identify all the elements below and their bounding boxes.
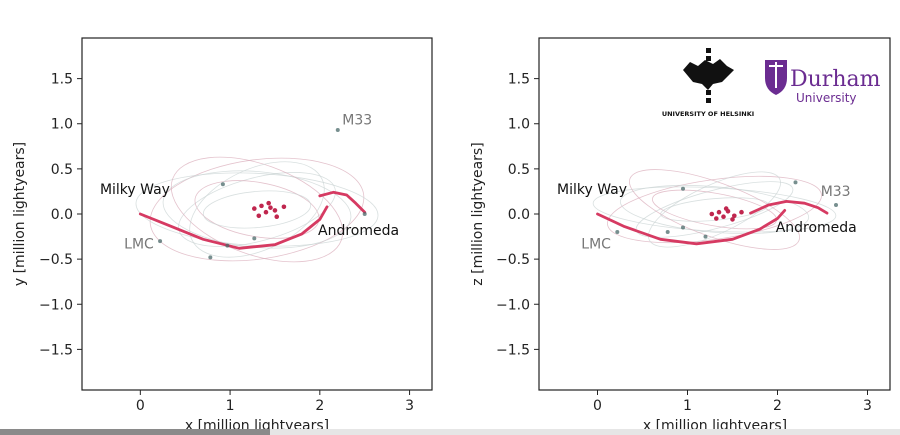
satellite-point <box>681 186 685 191</box>
galaxy-point <box>263 209 269 215</box>
galaxy-point <box>730 217 735 222</box>
faint-trajectory <box>202 190 312 229</box>
faint-trajectory <box>648 171 781 248</box>
faint-trajectory <box>189 161 325 258</box>
faint-trajectory <box>592 186 837 233</box>
helsinki-logo-text: UNIVERSITY OF HELSINKI <box>662 110 754 118</box>
y-tick-label: 1.0 <box>508 117 530 133</box>
y-tick-label: 0.0 <box>508 207 530 223</box>
faint-trajectory <box>170 156 344 263</box>
galaxy-point <box>716 209 722 215</box>
annotation-label: Andromeda <box>318 223 399 239</box>
trajectory-line <box>138 205 329 250</box>
galaxy-point <box>274 214 280 220</box>
y-tick-label: 1.5 <box>51 72 73 88</box>
annotation-label: LMC <box>124 236 154 252</box>
satellite-point <box>834 202 838 207</box>
y-tick-label: −0.5 <box>496 252 530 268</box>
video-progress-fill <box>0 429 270 435</box>
x-tick-label: 1 <box>226 398 235 414</box>
y-tick-label: 1.5 <box>508 72 530 88</box>
annotation-label: Milky Way <box>557 182 627 198</box>
satellite-point <box>703 234 708 239</box>
satellite-point <box>208 255 213 260</box>
x-tick-label: 3 <box>405 398 414 414</box>
y-tick-label: −1.5 <box>39 342 73 358</box>
axes-frame-left <box>81 37 433 391</box>
annotation-label: Andromeda <box>776 220 857 236</box>
galaxy-point <box>256 213 262 219</box>
satellite-point <box>665 230 670 235</box>
y-tick-label: −1.5 <box>496 342 530 358</box>
y-tick-label: −1.0 <box>39 297 73 313</box>
axes-frame-right <box>538 37 891 391</box>
annotation-label: LMC <box>581 236 611 252</box>
satellite-point <box>335 128 340 133</box>
durham-university-logo: Durham University <box>765 60 881 105</box>
y-tick-label: 0.5 <box>508 162 530 178</box>
galaxy-point <box>266 200 271 206</box>
galaxy-point <box>268 205 273 210</box>
x-tick-label: 2 <box>773 398 782 414</box>
galaxy-point <box>739 209 744 215</box>
y-axis-label-right: z [million lightyears] <box>470 142 486 285</box>
video-progress-bar[interactable] <box>0 429 900 435</box>
annotation-label: Milky Way <box>100 182 170 198</box>
satellite-point <box>362 212 367 216</box>
galaxy-point <box>723 206 729 211</box>
y-tick-label: 0.5 <box>51 162 73 178</box>
helsinki-emblem-icon <box>683 48 734 103</box>
plot-area-left: 0 1 2 3 −1.5 −1.0 −0.5 0.0 0.5 1.0 1.5 Milky Way LMC… <box>39 72 414 414</box>
galaxy-point <box>714 216 719 221</box>
annotation-label: M33 <box>342 113 372 129</box>
panel-right: x [million lightyears] z [million lighty… <box>470 37 891 434</box>
satellite-point <box>681 225 685 230</box>
trajectory-line <box>749 200 829 215</box>
satellite-point <box>252 236 257 241</box>
y-tick-label: −0.5 <box>39 252 73 268</box>
faint-trajectory <box>619 184 810 234</box>
galaxy-point <box>272 208 278 213</box>
durham-logo-subtitle: University <box>796 91 857 105</box>
faint-trajectory <box>607 175 822 243</box>
satellite-point <box>220 182 225 187</box>
galaxy-point <box>252 206 257 211</box>
satellite-point <box>225 243 230 248</box>
plot-area-right: 0 1 2 3 −1.5 −1.0 −0.5 0.0 0.5 1.0 1.5 Milky Way LMC… <box>496 72 872 414</box>
galaxy-point <box>721 214 726 220</box>
galaxy-point <box>732 213 737 219</box>
satellite-point <box>615 230 620 235</box>
galaxy-point <box>259 203 264 209</box>
annotation-label: M33 <box>821 184 851 200</box>
durham-logo-name: Durham <box>790 67 881 92</box>
satellite-point <box>793 180 798 185</box>
galaxy-point <box>281 204 287 210</box>
x-tick-label: 0 <box>593 398 602 414</box>
y-tick-label: 0.0 <box>51 207 73 223</box>
x-tick-label: 2 <box>315 398 324 414</box>
galaxy-point <box>709 211 715 217</box>
satellite-point <box>158 239 163 244</box>
trajectory-line <box>318 190 367 214</box>
x-tick-label: 3 <box>863 398 872 414</box>
y-axis-label-left: y [million lightyears] <box>12 142 28 286</box>
x-tick-label: 0 <box>136 398 145 414</box>
trajectory-line <box>596 209 787 246</box>
y-tick-label: 1.0 <box>51 117 73 133</box>
university-of-helsinki-logo: UNIVERSITY OF HELSINKI <box>662 48 754 118</box>
y-tick-label: −1.0 <box>496 297 530 313</box>
x-tick-label: 1 <box>683 398 692 414</box>
